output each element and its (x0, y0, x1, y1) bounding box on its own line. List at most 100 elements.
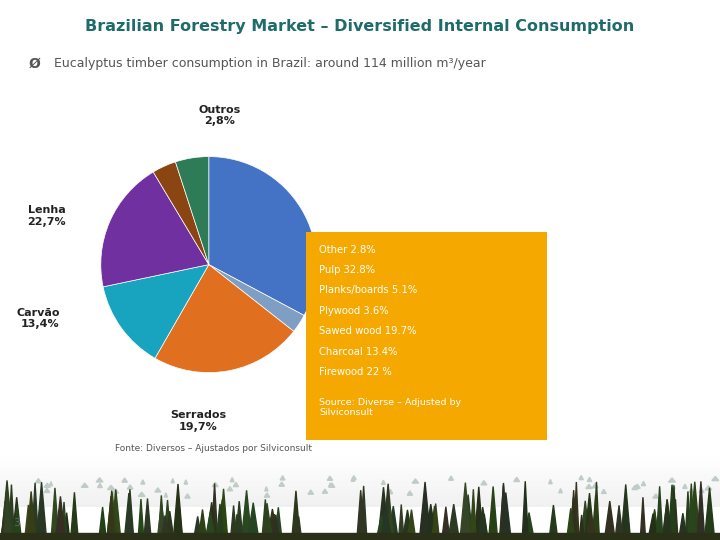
Polygon shape (107, 496, 115, 538)
Polygon shape (380, 505, 390, 538)
Polygon shape (166, 511, 174, 538)
Polygon shape (161, 516, 168, 538)
Polygon shape (705, 488, 714, 538)
Polygon shape (408, 510, 415, 538)
Polygon shape (634, 484, 640, 488)
Polygon shape (402, 510, 413, 538)
Polygon shape (233, 482, 238, 487)
Polygon shape (264, 493, 270, 497)
Polygon shape (107, 493, 117, 538)
Polygon shape (1, 501, 9, 538)
Polygon shape (357, 490, 364, 538)
Text: Outros
2,8%: Outros 2,8% (199, 105, 240, 126)
Bar (0, 534, 720, 540)
Polygon shape (216, 504, 224, 538)
Polygon shape (668, 485, 675, 538)
Polygon shape (500, 485, 508, 538)
Text: Lenha
22,7%: Lenha 22,7% (27, 205, 66, 227)
Polygon shape (217, 500, 227, 538)
Text: Planks/boards 5.1%: Planks/boards 5.1% (319, 286, 418, 295)
Polygon shape (248, 503, 258, 538)
Polygon shape (35, 478, 41, 483)
Polygon shape (449, 504, 459, 538)
Polygon shape (267, 509, 278, 538)
Polygon shape (275, 507, 282, 538)
Polygon shape (442, 507, 450, 538)
Polygon shape (328, 483, 333, 487)
Polygon shape (683, 484, 687, 488)
Polygon shape (352, 476, 356, 480)
Polygon shape (567, 508, 575, 538)
Polygon shape (420, 482, 431, 538)
Polygon shape (688, 484, 694, 538)
Polygon shape (107, 485, 114, 490)
Polygon shape (4, 492, 9, 538)
Text: Serrados
19,7%: Serrados 19,7% (170, 410, 226, 432)
Polygon shape (668, 478, 675, 482)
Polygon shape (642, 482, 646, 485)
Polygon shape (37, 482, 47, 538)
Polygon shape (127, 485, 133, 489)
Polygon shape (112, 489, 119, 493)
Polygon shape (292, 491, 300, 538)
Polygon shape (705, 486, 712, 490)
Polygon shape (524, 512, 534, 538)
Polygon shape (32, 483, 38, 538)
Polygon shape (593, 495, 599, 538)
Polygon shape (111, 490, 121, 538)
Polygon shape (389, 506, 398, 538)
Polygon shape (690, 482, 700, 538)
Polygon shape (280, 476, 285, 480)
Polygon shape (449, 476, 454, 480)
Polygon shape (212, 482, 218, 487)
Polygon shape (689, 488, 693, 492)
Text: Charcoal 13.4%: Charcoal 13.4% (319, 347, 397, 356)
Polygon shape (387, 508, 394, 538)
Polygon shape (663, 500, 671, 538)
Polygon shape (212, 483, 217, 538)
Polygon shape (522, 481, 528, 538)
Polygon shape (500, 514, 506, 538)
Polygon shape (81, 483, 88, 487)
Polygon shape (176, 503, 182, 538)
Polygon shape (234, 515, 240, 538)
Polygon shape (653, 494, 659, 498)
Polygon shape (199, 509, 207, 538)
Polygon shape (279, 482, 284, 486)
Polygon shape (432, 504, 439, 538)
Polygon shape (579, 475, 583, 480)
Polygon shape (296, 517, 302, 538)
Polygon shape (328, 476, 333, 480)
Polygon shape (697, 481, 705, 538)
Polygon shape (378, 487, 389, 538)
Wedge shape (209, 157, 317, 315)
Polygon shape (205, 512, 215, 538)
Polygon shape (262, 500, 269, 538)
Wedge shape (209, 265, 304, 332)
Polygon shape (228, 487, 233, 491)
Polygon shape (230, 477, 234, 482)
Wedge shape (153, 162, 209, 265)
Polygon shape (408, 491, 413, 495)
Polygon shape (481, 514, 488, 538)
Polygon shape (265, 487, 268, 491)
Polygon shape (594, 483, 598, 487)
Text: Brazilian Forestry Market – Diversified Internal Consumption: Brazilian Forestry Market – Diversified … (86, 19, 634, 34)
Polygon shape (262, 503, 272, 538)
Polygon shape (430, 506, 439, 538)
Polygon shape (125, 493, 133, 538)
Polygon shape (383, 484, 393, 538)
Polygon shape (712, 476, 719, 481)
Polygon shape (329, 483, 335, 487)
Polygon shape (593, 482, 599, 538)
Polygon shape (4, 494, 11, 538)
Polygon shape (648, 514, 658, 538)
Polygon shape (207, 502, 217, 538)
Polygon shape (601, 489, 606, 494)
Polygon shape (549, 505, 558, 538)
Polygon shape (55, 496, 66, 538)
Polygon shape (220, 489, 228, 538)
Polygon shape (323, 489, 328, 493)
Polygon shape (155, 488, 161, 492)
Polygon shape (164, 500, 171, 538)
